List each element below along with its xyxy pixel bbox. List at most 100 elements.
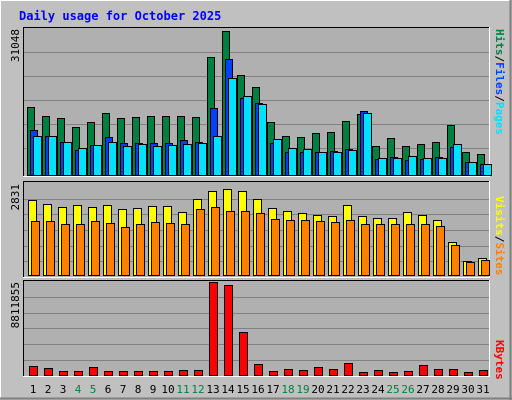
x-tick-label-20: 20 xyxy=(311,383,324,396)
bar-sites-day-8 xyxy=(136,224,145,276)
bar-sites-day-4 xyxy=(76,224,85,276)
bar-pages-day-8 xyxy=(138,144,147,176)
x-tick-label-9: 9 xyxy=(150,383,157,396)
bar-sites-day-11 xyxy=(181,224,190,276)
bar-kbytes-day-13 xyxy=(209,282,218,376)
bar-sites-day-1 xyxy=(31,221,40,276)
bar-sites-day-28 xyxy=(436,226,445,276)
legend-visits-sites: Visits/Sites xyxy=(493,196,506,276)
bar-sites-day-29 xyxy=(451,245,460,276)
bar-pages-day-16 xyxy=(258,104,267,176)
bar-pages-day-17 xyxy=(273,139,282,176)
legend-separator: / xyxy=(493,236,506,243)
x-tick-label-19: 19 xyxy=(296,383,309,396)
bar-kbytes-day-26 xyxy=(404,371,413,376)
legend-hits-files-pages: Hits/Files/Pages xyxy=(493,29,506,135)
x-tick-label-22: 22 xyxy=(341,383,354,396)
bar-sites-day-23 xyxy=(361,224,370,276)
x-tick-label-31: 31 xyxy=(476,383,489,396)
bar-kbytes-day-23 xyxy=(359,372,368,376)
x-tick-label-4: 4 xyxy=(75,383,82,396)
bar-kbytes-day-27 xyxy=(419,365,428,376)
bar-kbytes-day-28 xyxy=(434,369,443,376)
bar-kbytes-day-19 xyxy=(299,370,308,376)
chart-title: Daily usage for October 2025 xyxy=(19,9,221,23)
bar-kbytes-day-21 xyxy=(329,369,338,376)
bar-pages-day-18 xyxy=(288,148,297,176)
bar-kbytes-day-18 xyxy=(284,369,293,376)
x-tick-label-12: 12 xyxy=(191,383,204,396)
bar-kbytes-day-8 xyxy=(134,371,143,376)
bar-pages-day-13 xyxy=(213,136,222,176)
legend-entry-files: Files xyxy=(493,62,506,95)
bar-kbytes-day-11 xyxy=(179,370,188,376)
bar-kbytes-day-5 xyxy=(89,367,98,376)
chart-marks xyxy=(24,31,492,376)
x-tick-label-25: 25 xyxy=(386,383,399,396)
bar-kbytes-day-15 xyxy=(239,332,248,376)
bar-sites-day-18 xyxy=(286,220,295,276)
bar-sites-day-6 xyxy=(106,223,115,276)
bar-pages-day-19 xyxy=(303,149,312,176)
bar-pages-day-14 xyxy=(228,78,237,176)
bar-pages-day-5 xyxy=(93,145,102,176)
bar-pages-day-9 xyxy=(153,146,162,176)
legend-entry-kbytes: KBytes xyxy=(493,340,506,380)
bar-sites-day-25 xyxy=(391,224,400,276)
bar-sites-day-9 xyxy=(151,222,160,276)
x-tick-label-17: 17 xyxy=(266,383,279,396)
bar-pages-day-22 xyxy=(348,150,357,176)
x-tick-label-15: 15 xyxy=(236,383,249,396)
x-axis-labels: 1 2 3 4 5 6 7 8 9 10 11 12 13 14 15 16 17 18 19 20 21 22 23 24 2… xyxy=(30,383,490,396)
x-tick-label-14: 14 xyxy=(221,383,235,396)
bar-pages-day-1 xyxy=(33,136,42,176)
bar-sites-day-12 xyxy=(196,209,205,276)
bar-kbytes-day-9 xyxy=(149,371,158,376)
x-tick-label-1: 1 xyxy=(30,383,37,396)
bar-pages-day-31 xyxy=(483,164,492,176)
bar-pages-day-27 xyxy=(423,158,432,176)
bar-pages-day-2 xyxy=(48,136,57,176)
bar-sites-day-10 xyxy=(166,223,175,276)
bar-kbytes-day-24 xyxy=(374,370,383,376)
x-tick-label-10: 10 xyxy=(161,383,174,396)
bar-sites-day-19 xyxy=(301,220,310,276)
bar-sites-day-17 xyxy=(271,219,280,276)
legend-separator: / xyxy=(493,56,506,63)
bar-kbytes-day-2 xyxy=(44,368,53,376)
bar-kbytes-day-29 xyxy=(449,369,458,376)
bar-kbytes-day-25 xyxy=(389,372,398,376)
bar-sites-day-13 xyxy=(211,207,220,276)
x-tick-label-28: 28 xyxy=(431,383,444,396)
bar-sites-day-27 xyxy=(421,224,430,276)
x-tick-label-16: 16 xyxy=(251,383,264,396)
x-tick-label-26: 26 xyxy=(401,383,414,396)
bar-pages-day-21 xyxy=(333,152,342,176)
bar-sites-day-3 xyxy=(61,224,70,276)
x-tick-label-23: 23 xyxy=(356,383,369,396)
bar-sites-day-16 xyxy=(256,213,265,276)
legend-kbytes: KBytes xyxy=(493,340,506,380)
bar-kbytes-day-12 xyxy=(194,370,203,376)
legend-entry-hits: Hits xyxy=(493,29,506,56)
bar-pages-day-11 xyxy=(183,144,192,176)
x-tick-label-2: 2 xyxy=(45,383,52,396)
legend-entry-sites: Sites xyxy=(493,242,506,275)
bar-pages-day-28 xyxy=(438,158,447,176)
bar-kbytes-day-20 xyxy=(314,367,323,376)
x-tick-label-8: 8 xyxy=(135,383,142,396)
bar-sites-day-5 xyxy=(91,221,100,276)
legend-separator: / xyxy=(493,95,506,102)
bar-sites-day-22 xyxy=(346,220,355,276)
bar-pages-day-29 xyxy=(453,144,462,176)
panel1-scale-label: 31048 xyxy=(9,29,22,62)
bar-sites-day-15 xyxy=(241,211,250,276)
bar-kbytes-day-7 xyxy=(119,371,128,376)
x-tick-label-5: 5 xyxy=(90,383,97,396)
bar-kbytes-day-31 xyxy=(479,370,488,376)
bar-kbytes-day-4 xyxy=(74,371,83,376)
bar-pages-day-26 xyxy=(408,156,417,176)
bar-pages-day-6 xyxy=(108,142,117,176)
x-tick-label-3: 3 xyxy=(60,383,67,396)
